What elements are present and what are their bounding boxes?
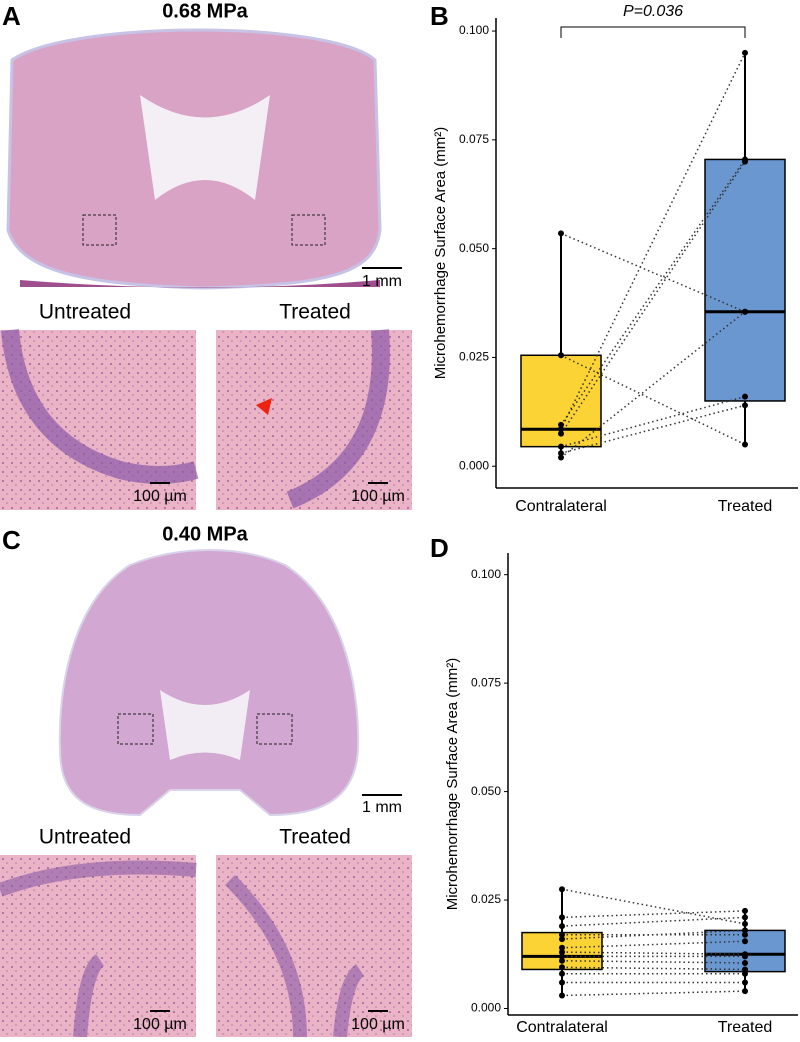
inset-title: Untreated xyxy=(39,301,131,324)
cell-layer xyxy=(286,329,390,509)
data-point xyxy=(742,907,748,914)
data-point xyxy=(742,979,748,986)
inset-box xyxy=(291,214,326,246)
data-point xyxy=(559,923,565,930)
data-point xyxy=(742,920,748,927)
y-tick-label: 0.025 xyxy=(459,350,489,364)
data-point xyxy=(559,949,565,956)
paired-line xyxy=(561,888,746,925)
y-axis-label: Microhemorrhage Surface Area (mm²) xyxy=(432,127,449,380)
tissue-edge xyxy=(20,280,380,288)
scale-label: 100 µm xyxy=(133,488,187,505)
y-tick-label: 0.075 xyxy=(471,675,501,689)
data-point xyxy=(558,426,564,433)
panel-label: D xyxy=(430,533,449,563)
ventricle xyxy=(160,690,250,760)
data-point xyxy=(559,936,565,943)
paired-line xyxy=(560,232,746,313)
y-tick-label: 0.000 xyxy=(459,458,489,472)
data-point xyxy=(559,992,565,999)
y-tick-label: 0.025 xyxy=(471,892,501,906)
data-point xyxy=(742,914,748,921)
data-point xyxy=(742,938,748,945)
data-point xyxy=(742,402,748,409)
data-point xyxy=(742,970,748,977)
panel-label: C xyxy=(2,525,21,555)
paired-line xyxy=(560,404,746,454)
cell-layer xyxy=(225,875,365,1038)
ventricle xyxy=(140,95,270,200)
inset-box xyxy=(117,713,154,745)
annotation: P=0.036 xyxy=(623,3,683,20)
data-point xyxy=(559,953,565,960)
paired-line xyxy=(560,395,746,448)
inset-title: Untreated xyxy=(39,826,131,849)
y-tick-label: 0.000 xyxy=(471,1001,501,1015)
data-point xyxy=(742,953,748,960)
data-point xyxy=(742,49,748,56)
y-tick-label: 0.050 xyxy=(471,784,501,798)
data-point xyxy=(559,979,565,986)
data-point xyxy=(742,158,748,165)
panel-label: A xyxy=(2,1,21,31)
paired-line xyxy=(561,910,746,919)
inset-title: Treated xyxy=(279,826,351,849)
x-tick-label: Treated xyxy=(718,498,773,515)
data-point xyxy=(559,944,565,951)
inset-box xyxy=(82,214,117,246)
data-point xyxy=(742,966,748,973)
data-point xyxy=(742,441,748,448)
box xyxy=(704,158,786,402)
data-point xyxy=(559,914,565,921)
significance-bracket xyxy=(560,26,746,38)
data-point xyxy=(558,454,564,461)
data-point xyxy=(559,957,565,964)
y-tick-label: 0.050 xyxy=(459,241,489,255)
y-tick-label: 0.100 xyxy=(471,567,501,581)
x-tick-label: Contralateral xyxy=(515,498,607,515)
histology-image xyxy=(216,855,412,1037)
data-point xyxy=(558,450,564,457)
cell-layer xyxy=(1,329,199,484)
paired-line xyxy=(561,990,746,997)
data-point xyxy=(559,886,565,893)
inset-title: Treated xyxy=(279,301,351,324)
scale-label: 1 mm xyxy=(362,799,402,816)
data-point xyxy=(558,430,564,437)
scale-label: 100 µm xyxy=(351,488,405,505)
data-point xyxy=(742,927,748,934)
arrowhead xyxy=(256,398,272,415)
data-point xyxy=(742,308,748,315)
paired-line xyxy=(560,161,746,435)
x-tick-label: Treated xyxy=(718,1019,773,1036)
y-tick-label: 0.075 xyxy=(459,132,489,146)
data-point xyxy=(558,230,564,237)
panel-title: 0.40 MPa xyxy=(162,523,248,545)
scale-label: 100 µm xyxy=(133,1016,187,1033)
panel-label: B xyxy=(430,1,449,31)
inset-box xyxy=(256,713,293,745)
y-axis-label: Microhemorrhage Surface Area (mm²) xyxy=(444,658,461,911)
data-point xyxy=(558,421,564,428)
y-tick-label: 0.100 xyxy=(459,23,489,37)
x-tick-label: Contralateral xyxy=(516,1019,608,1036)
scale-label: 100 µm xyxy=(351,1016,405,1033)
data-point xyxy=(558,352,564,359)
data-point xyxy=(742,959,748,966)
data-point xyxy=(559,931,565,938)
data-point xyxy=(559,970,565,977)
paired-line xyxy=(560,311,746,459)
scale-label: 1 mm xyxy=(362,273,402,290)
panel-title: 0.68 MPa xyxy=(162,0,248,22)
brain-section xyxy=(58,549,360,817)
data-point xyxy=(742,988,748,995)
data-point xyxy=(742,931,748,938)
data-point xyxy=(558,443,564,450)
data-point xyxy=(742,393,748,400)
cell-layer xyxy=(0,860,197,1038)
data-point xyxy=(559,964,565,971)
